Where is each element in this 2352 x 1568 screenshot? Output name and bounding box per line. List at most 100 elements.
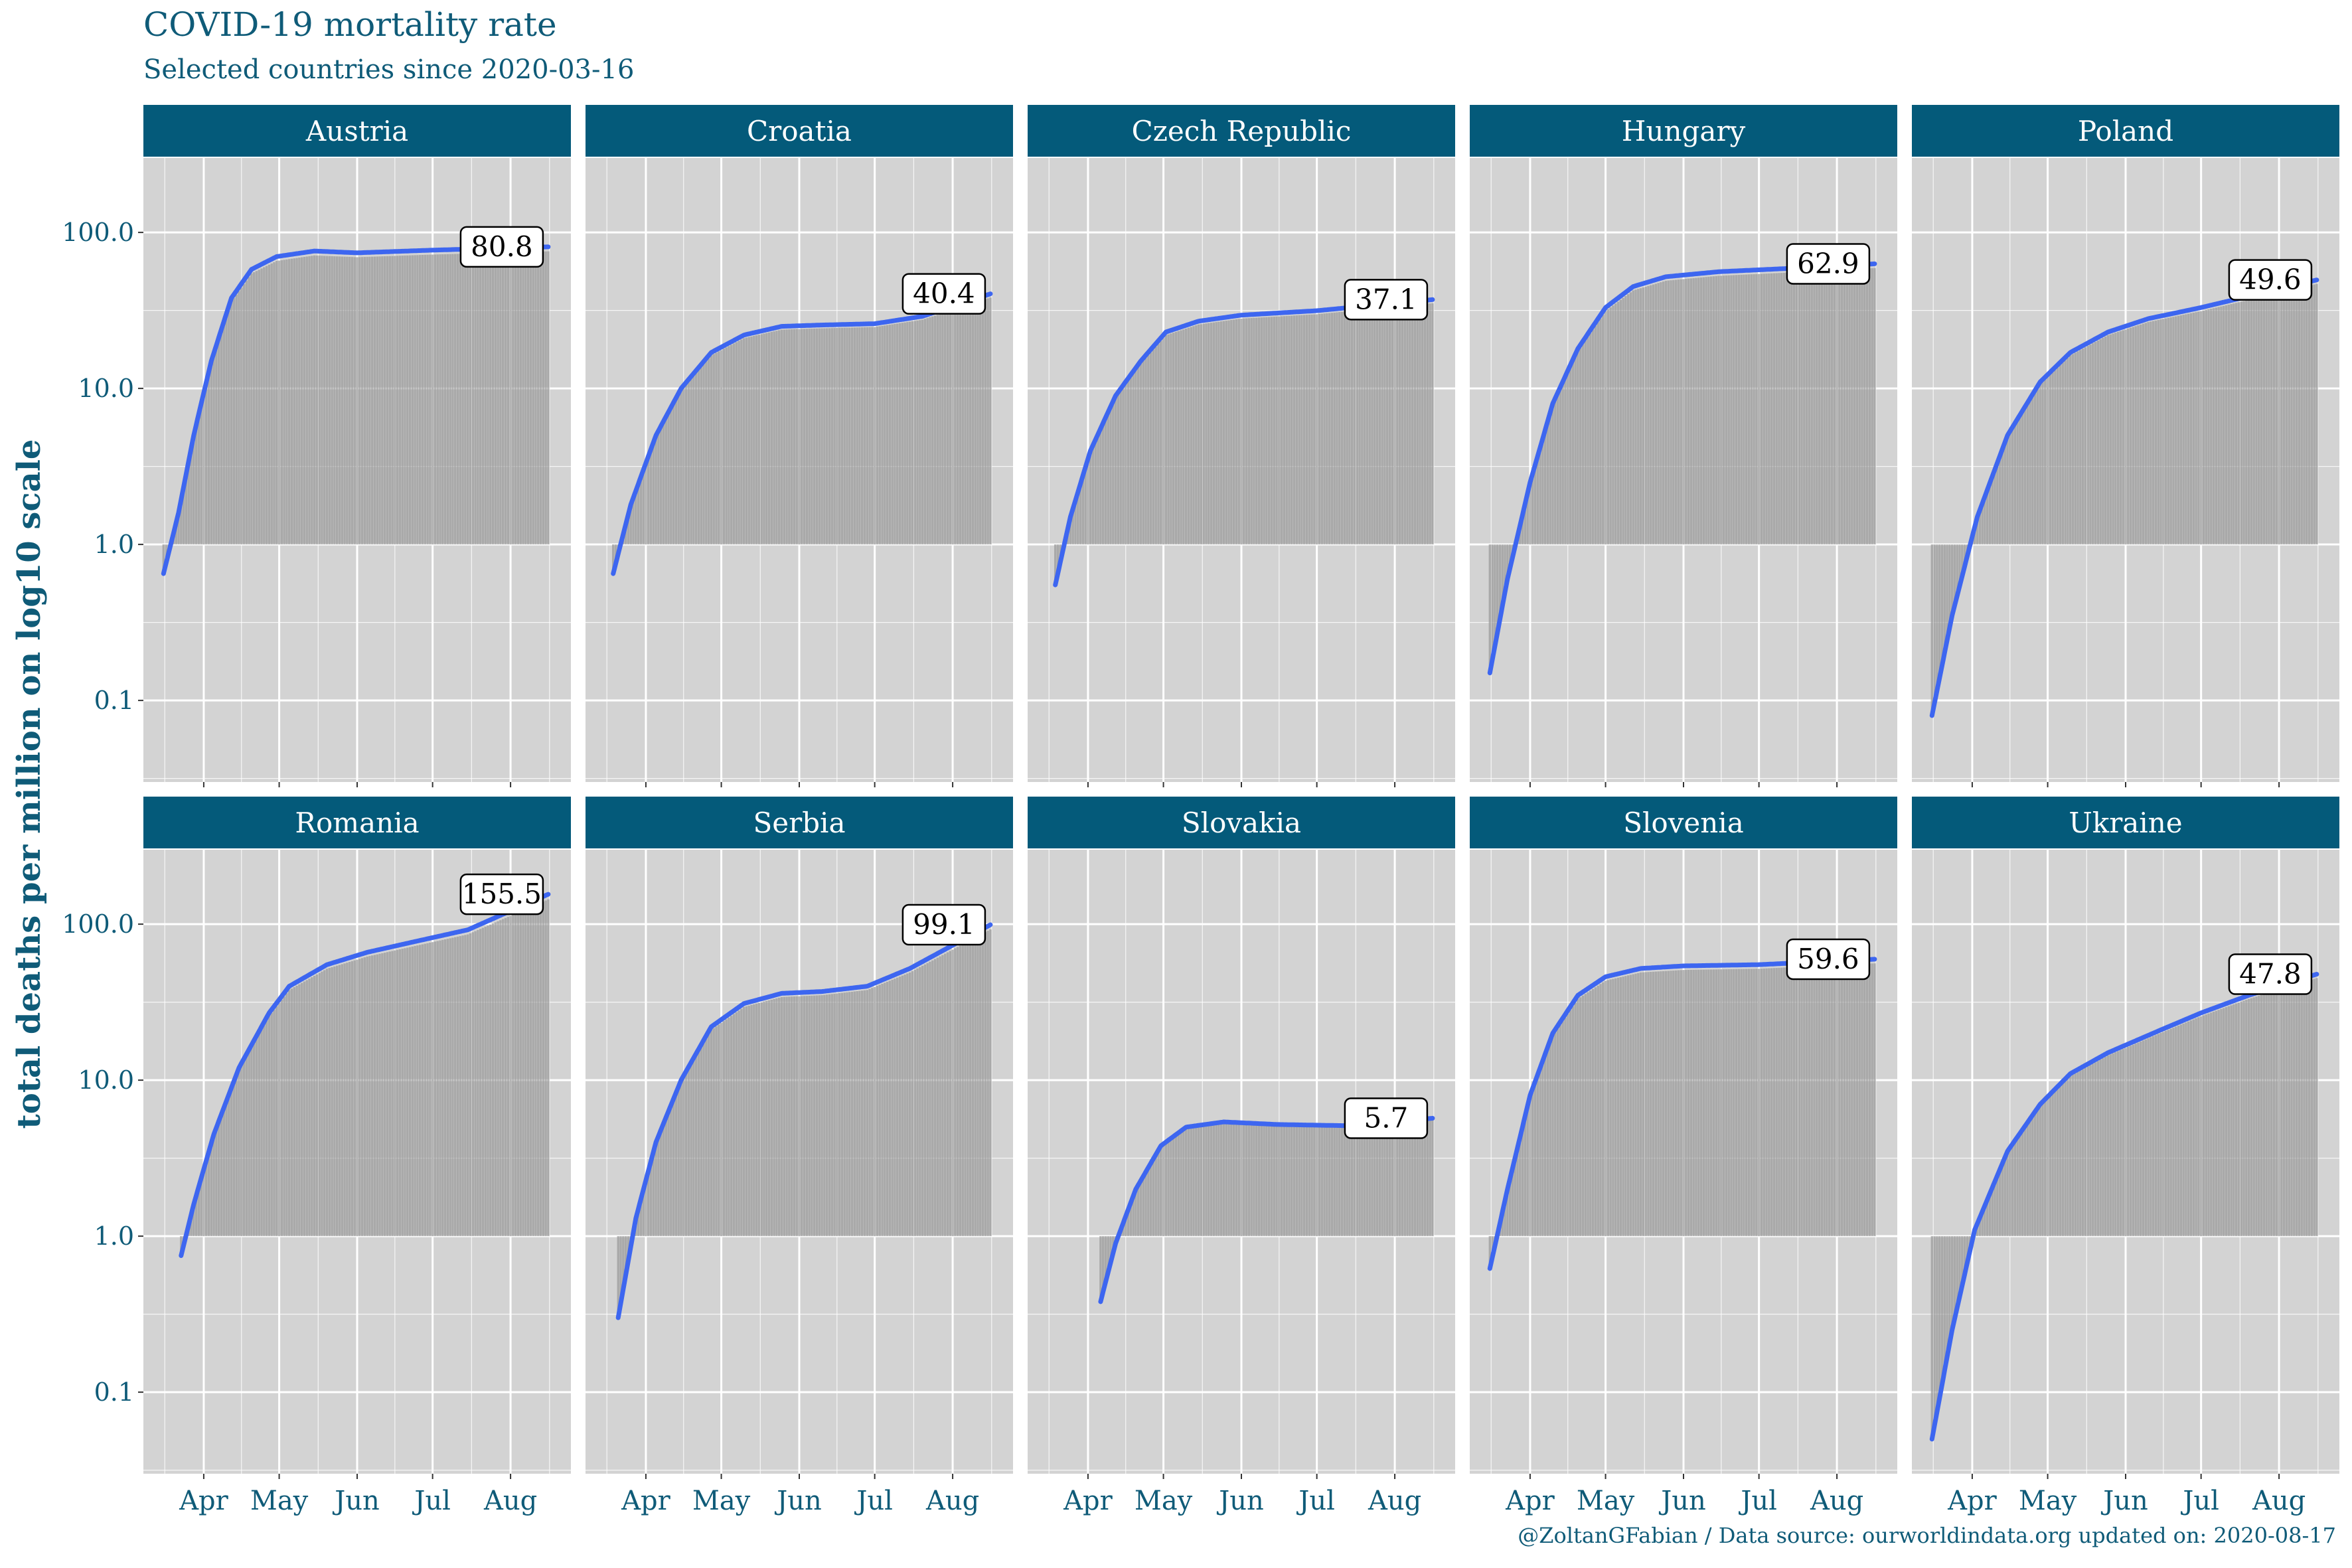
bar	[1257, 1125, 1261, 1237]
bar	[2044, 379, 2047, 545]
bar	[388, 256, 391, 545]
bar	[921, 319, 924, 545]
bar	[333, 256, 336, 545]
bar	[742, 338, 745, 545]
bar	[1810, 966, 1813, 1237]
bar	[2059, 1086, 2062, 1237]
bar	[2054, 1091, 2057, 1237]
bar	[1132, 374, 1135, 545]
facet-strip	[1470, 797, 1897, 848]
bar	[295, 985, 298, 1237]
bar	[692, 376, 695, 545]
bar	[1763, 968, 1765, 1237]
facet-strip	[1028, 105, 1455, 157]
bar	[2288, 986, 2290, 1237]
bar	[303, 981, 306, 1237]
bar	[1077, 493, 1079, 545]
bar	[2039, 384, 2041, 545]
bar	[1101, 1236, 1105, 1291]
bar	[1162, 338, 1165, 545]
bar	[2104, 1056, 2107, 1237]
bar	[755, 335, 758, 545]
bar	[2079, 1070, 2082, 1237]
bar	[2009, 433, 2011, 545]
bar	[871, 327, 874, 545]
bar	[687, 1069, 690, 1237]
bar	[1409, 1122, 1411, 1237]
bar	[1543, 431, 1547, 545]
bar	[325, 256, 329, 545]
bar	[1677, 970, 1680, 1237]
bar	[499, 252, 502, 545]
bar	[232, 1083, 236, 1237]
bar	[888, 325, 892, 545]
bar	[707, 1034, 710, 1237]
bar	[1350, 1127, 1354, 1237]
bar	[916, 320, 919, 545]
bar	[933, 959, 937, 1237]
y-tick-label: 100.0	[62, 909, 134, 939]
bar	[2081, 349, 2084, 545]
bar	[1820, 965, 1824, 1237]
bar	[785, 329, 788, 545]
bar	[1933, 1236, 1936, 1423]
bar	[1524, 1118, 1527, 1237]
bar	[2099, 1059, 2102, 1237]
bar	[939, 956, 941, 1237]
bar	[265, 266, 268, 545]
bar	[2223, 305, 2225, 545]
bar	[2255, 298, 2258, 545]
bar	[193, 437, 195, 545]
bar	[1336, 312, 1338, 545]
bar	[858, 990, 861, 1237]
bar	[441, 254, 444, 545]
bar	[1757, 274, 1761, 545]
bar	[765, 333, 768, 545]
bar	[798, 329, 801, 545]
bar	[1293, 315, 1296, 545]
bar	[1386, 307, 1389, 545]
bar	[1818, 271, 1821, 545]
bar	[1871, 963, 1873, 1237]
bar	[667, 1113, 670, 1237]
bar	[1861, 268, 1863, 545]
bar	[1956, 544, 1958, 595]
bar	[238, 291, 240, 545]
bar	[1845, 965, 1848, 1237]
bar	[1800, 272, 1803, 545]
bar	[1757, 969, 1761, 1237]
bar	[1664, 280, 1668, 545]
bar	[1697, 969, 1700, 1237]
bar	[1943, 1236, 1946, 1370]
bar	[1733, 969, 1735, 1237]
bar	[1247, 1125, 1251, 1237]
bar	[2102, 1058, 2104, 1237]
bar	[1574, 1002, 1577, 1237]
bar	[260, 1030, 263, 1237]
x-tick-label: Apr	[621, 1486, 670, 1516]
bar	[333, 966, 336, 1237]
data-label-text: 62.9	[1797, 247, 1859, 279]
bar	[1533, 466, 1537, 545]
bar	[818, 328, 821, 545]
bar	[2016, 1138, 2019, 1237]
bar	[270, 263, 273, 545]
bar	[1288, 315, 1291, 545]
bar	[524, 909, 527, 1237]
bar	[532, 905, 534, 1237]
bar	[1667, 971, 1670, 1237]
bar	[386, 256, 389, 545]
bar	[346, 256, 349, 545]
bar	[1149, 1164, 1152, 1237]
bar	[449, 938, 451, 1237]
bar	[252, 1043, 256, 1237]
bar	[1650, 285, 1652, 545]
bar	[1429, 1120, 1431, 1237]
bar	[1375, 308, 1379, 545]
bar	[1210, 323, 1213, 545]
bar	[341, 964, 343, 1237]
bar	[1858, 964, 1861, 1237]
bar	[2029, 400, 2031, 545]
bar	[830, 994, 833, 1237]
